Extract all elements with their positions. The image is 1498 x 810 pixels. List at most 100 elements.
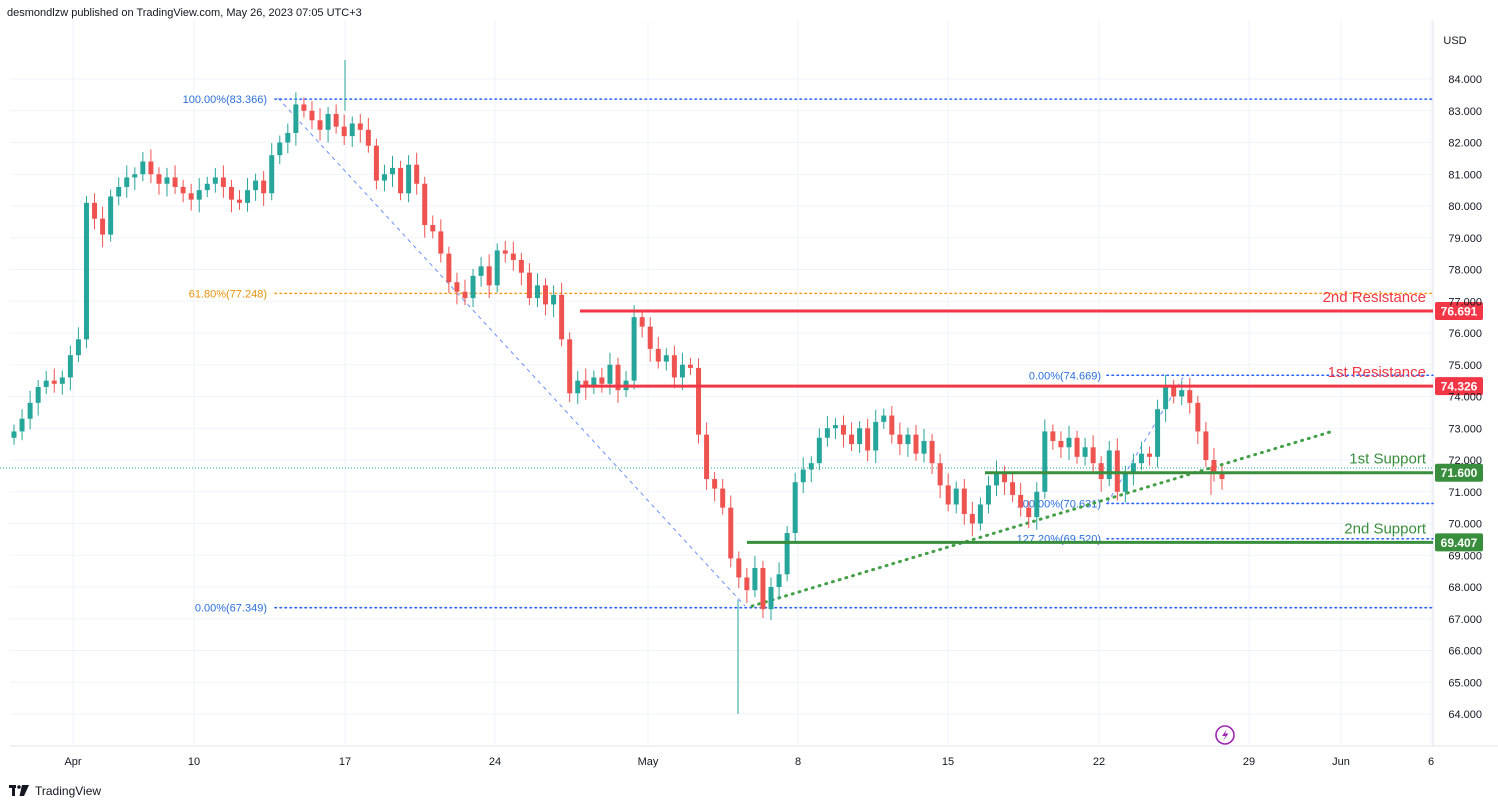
candle-body xyxy=(559,294,565,340)
candle xyxy=(502,240,508,263)
candle-body xyxy=(365,129,371,146)
candle-body xyxy=(67,355,73,378)
candle xyxy=(776,562,782,600)
candle-body xyxy=(11,431,17,438)
fibonacci-levels: 100.00%(83.366) 61.80%(77.248) 0.00%(67.34… xyxy=(183,94,1434,615)
candle xyxy=(486,254,492,299)
y-tick-label: 83.000 xyxy=(1448,106,1482,118)
candle-body xyxy=(317,120,323,130)
x-tick-label: 8 xyxy=(795,756,801,768)
x-tick-label: 10 xyxy=(188,756,200,768)
candle xyxy=(849,422,855,452)
candle-body xyxy=(124,177,130,187)
candle xyxy=(470,268,476,307)
candle-body xyxy=(1034,491,1040,518)
candle xyxy=(381,164,387,192)
candle-body xyxy=(381,174,387,181)
y-tick-label: 73.000 xyxy=(1448,423,1482,435)
x-tick-label: May xyxy=(638,756,659,768)
candle-body xyxy=(1058,440,1064,448)
level-label: 2nd Resistance xyxy=(1323,289,1426,306)
candle-body xyxy=(148,161,154,175)
candle-body xyxy=(518,259,524,273)
candle-body xyxy=(543,285,549,305)
candle-body xyxy=(840,425,846,435)
x-tick-label: 17 xyxy=(339,756,351,768)
candle-body xyxy=(937,463,943,486)
candle-body xyxy=(510,253,516,260)
level-badge xyxy=(1435,377,1483,396)
candle xyxy=(140,152,146,182)
candle-body xyxy=(575,380,581,394)
candle-body xyxy=(462,291,468,299)
candle-body xyxy=(108,196,114,235)
candle xyxy=(220,165,226,198)
x-tick-label: 24 xyxy=(489,756,501,768)
candle xyxy=(865,418,871,462)
candle xyxy=(301,97,307,118)
candle-body xyxy=(51,380,57,384)
candle xyxy=(808,456,814,483)
candle-body xyxy=(687,364,693,368)
candle-body xyxy=(140,161,146,175)
candle-body xyxy=(567,339,573,394)
candle-body xyxy=(1187,390,1193,403)
y-tick-label: 82.000 xyxy=(1448,138,1482,150)
level-label: 1st Support xyxy=(1349,451,1427,468)
candle xyxy=(1203,421,1209,467)
candle xyxy=(526,263,532,306)
y-tick-label: 75.000 xyxy=(1448,360,1482,372)
candle xyxy=(1171,379,1177,404)
candle xyxy=(1074,430,1080,464)
candle-body xyxy=(1018,494,1024,508)
candle-body xyxy=(333,113,339,127)
candle xyxy=(671,345,677,389)
candle xyxy=(575,371,581,405)
fib-level-label: 0.00%(74.669) xyxy=(1029,370,1101,382)
lightning-icon[interactable] xyxy=(1215,725,1235,745)
candle xyxy=(615,357,621,403)
candle xyxy=(188,183,194,211)
candle xyxy=(67,345,73,391)
candle xyxy=(607,352,613,395)
candle-body xyxy=(1026,507,1032,518)
ascending-trend-line xyxy=(750,429,1334,608)
candle xyxy=(994,460,1000,497)
candle-body xyxy=(969,513,975,524)
candle-body xyxy=(293,104,299,133)
candle xyxy=(728,495,734,568)
candle xyxy=(857,421,863,454)
candle xyxy=(333,104,339,134)
candle-body xyxy=(236,199,242,203)
level-label: 1st Resistance xyxy=(1328,364,1426,381)
candle xyxy=(43,371,49,394)
candle-body xyxy=(736,558,742,578)
candle-body xyxy=(1179,390,1185,397)
candle-body xyxy=(156,174,162,184)
candle-body xyxy=(857,428,863,445)
candle xyxy=(921,428,927,463)
candle-body xyxy=(1147,453,1153,457)
y-tick-label: 71.000 xyxy=(1448,487,1482,499)
candle xyxy=(1155,399,1161,468)
candle xyxy=(390,155,396,187)
candle xyxy=(1082,437,1088,466)
currency-label: USD xyxy=(1443,35,1466,47)
candle-body xyxy=(398,167,404,194)
candle-body xyxy=(478,266,484,276)
support-resistance-levels: 2nd Resistance 76.691 1st Resistance 74.326… xyxy=(580,289,1483,552)
footer-brand[interactable]: TradingView xyxy=(9,784,101,798)
candle-body xyxy=(889,415,895,435)
x-tick-label: 29 xyxy=(1243,756,1255,768)
candle xyxy=(599,367,605,393)
candle-body xyxy=(599,377,605,384)
candle-body xyxy=(977,504,983,524)
candle-body xyxy=(212,177,218,184)
candle xyxy=(454,272,460,305)
candle xyxy=(317,108,323,141)
candle-body xyxy=(486,266,492,286)
candle xyxy=(446,246,452,293)
candle xyxy=(212,167,218,193)
candle-body xyxy=(881,415,887,422)
